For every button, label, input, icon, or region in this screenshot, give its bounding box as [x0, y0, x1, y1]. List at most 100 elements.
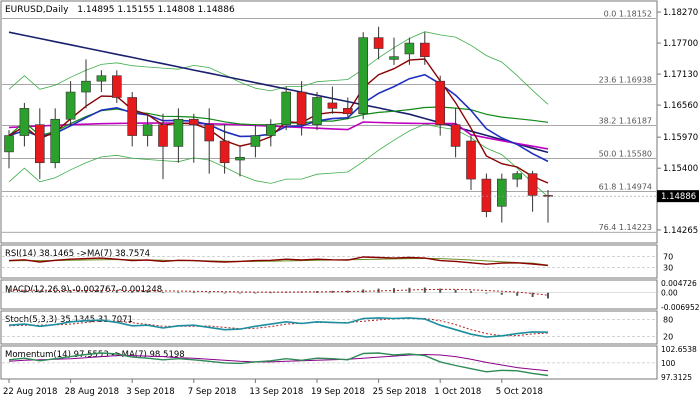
macd-bar [531, 292, 534, 298]
momentum-main-line [8, 352, 549, 377]
macd-bar [192, 292, 195, 294]
macd-histogram [2, 287, 656, 299]
stoch-axis-label: 80 [663, 316, 673, 325]
candle-body [419, 42, 430, 57]
date-tick-label: 13 Sep 2018 [249, 387, 303, 397]
candle-body [219, 140, 230, 164]
macd-bar [331, 290, 334, 293]
candle-body [173, 118, 184, 147]
price-tick-label: 1.15970 [663, 133, 698, 143]
fib-label: 0.0 1.18152 [604, 9, 652, 18]
date-tick-label: 5 Oct 2018 [496, 387, 543, 397]
rsi-axis-label: 30 [663, 264, 673, 273]
candle-body [96, 75, 107, 82]
macd-bar [254, 292, 257, 294]
candles [4, 26, 553, 223]
macd-axis-label: 0.00 [661, 289, 678, 298]
date-tick-label: 1 Oct 2018 [434, 387, 481, 397]
candle-body [281, 91, 292, 125]
date-tick-label: 28 Aug 2018 [65, 387, 119, 397]
candle-body [373, 37, 384, 49]
date-tick-label: 19 Sep 2018 [311, 387, 365, 397]
candle-body [189, 118, 199, 125]
price-tick-label: 1.17700 [663, 39, 698, 49]
date-tick-label: 3 Sep 2018 [126, 387, 174, 397]
momentum-pane: Momentum(14) 97.5553 ->MA(7) 98.5198 102… [0, 345, 697, 382]
price-tick-label: 1.18270 [663, 8, 698, 18]
fib-label: 23.6 1.16938 [599, 76, 652, 85]
candle-body [112, 75, 122, 98]
fib-label: 38.2 1.16187 [599, 116, 652, 125]
price-tick-label: 1.14265 [663, 226, 698, 236]
main-pane-border [0, 0, 658, 244]
fib-label: 61.8 1.14974 [599, 182, 652, 191]
candle-body [312, 97, 322, 125]
candle-body [265, 124, 276, 136]
candle-body [296, 91, 307, 125]
macd-axis-label: 0.004726 [661, 279, 697, 288]
candle-body [127, 97, 137, 136]
macd-bar [115, 290, 118, 293]
candle-body [435, 80, 446, 125]
fibonacci-levels: 0.0 1.18152 23.6 1.16938 38.2 1.16187 50.0 … [2, 9, 656, 233]
macd-bar [239, 292, 241, 294]
rsi-axis-label: 70 [663, 252, 673, 261]
ma-short-dark [8, 58, 549, 184]
stoch-label: Stoch(5,3,3) 35.1345 31.7071 [5, 315, 133, 325]
macd-bar [54, 291, 57, 293]
price-tick-label: 1.15400 [663, 164, 698, 174]
momentum-axis-label: 100 [661, 359, 676, 368]
rsi-pane-border [0, 244, 658, 279]
momentum-signal-line [8, 353, 549, 372]
rsi-signal-line [8, 257, 549, 266]
macd-bar [69, 290, 72, 293]
rsi-main-line [8, 256, 549, 267]
date-tick-label: 7 Sep 2018 [188, 387, 236, 397]
date-tick-label: 25 Sep 2018 [373, 387, 427, 397]
macd-bar [100, 289, 103, 293]
candle-body [235, 157, 245, 161]
macd-bar [8, 290, 10, 293]
candle-body [250, 135, 261, 147]
momentum-axis-label: 97.3125 [661, 373, 692, 382]
macd-bar [547, 292, 549, 299]
fib-label: 50.0 1.15580 [599, 149, 652, 158]
momentum-pane-border [0, 345, 658, 380]
macd-bar [131, 290, 134, 293]
macd-bar [439, 288, 442, 293]
macd-bar [177, 292, 180, 294]
candle-body [404, 42, 415, 55]
stoch-pane-border [0, 310, 658, 345]
momentum-axis: 102.6538 100 97.3125 [661, 345, 697, 382]
macd-bar [208, 292, 211, 294]
macd-bar [146, 291, 149, 293]
upper-band [8, 31, 549, 105]
rsi-label: RSI(14) 38.1465 ->MA(7) 38.7574 [5, 249, 150, 259]
macd-bar [269, 292, 272, 294]
momentum-label: Momentum(14) 97.5553 ->MA(7) 98.5198 [5, 350, 185, 360]
fib-label: 76.4 1.14223 [599, 223, 652, 232]
main-price-pane: EURUSD,Daily 1.14895 1.15155 1.14808 1.1… [0, 0, 699, 244]
candle-body [142, 124, 153, 136]
macd-bar [500, 292, 503, 295]
price-tag-box [657, 190, 699, 203]
date-tick-label: 22 Aug 2018 [3, 387, 57, 397]
price-tag-text: 1.14886 [661, 192, 696, 202]
stoch-axis-label: 20 [663, 332, 673, 341]
price-tick-label: 1.17130 [663, 70, 698, 80]
macd-pane: MACD(12,26,9) -0.002767 -0.001248 0.0047… [0, 279, 700, 312]
ma-blue [8, 73, 549, 163]
candle-body [342, 108, 353, 115]
momentum-axis-label: 102.6538 [661, 345, 697, 354]
macd-bar [85, 290, 87, 293]
candle-body [450, 124, 461, 147]
stochastic-pane: Stoch(5,3,3) 35.1345 31.7071 80 20 [0, 310, 673, 345]
stochastic-lines [2, 317, 656, 338]
symbol-label: EURUSD,Daily 1.14895 1.15155 1.14808 1.1… [5, 5, 235, 15]
candle-body [204, 124, 214, 142]
stoch-axis: 80 20 [663, 316, 673, 342]
